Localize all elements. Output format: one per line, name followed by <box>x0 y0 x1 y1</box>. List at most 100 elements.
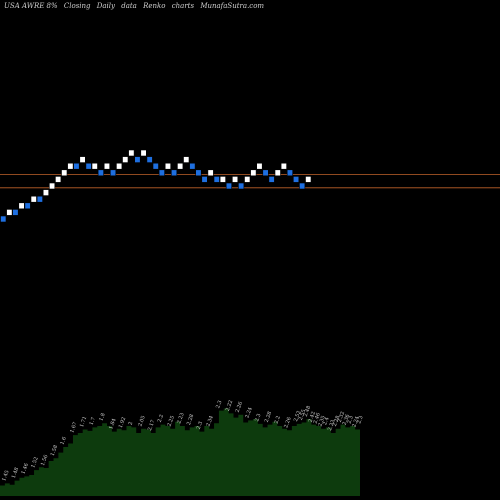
volume-label: 2.23 <box>176 412 185 425</box>
renko-bricks <box>0 149 312 223</box>
renko-brick <box>292 176 300 183</box>
renko-brick <box>280 162 287 170</box>
renko-brick <box>116 162 123 170</box>
renko-brick <box>6 209 13 216</box>
volume-label: 2.3 <box>196 421 204 431</box>
renko-brick <box>164 162 171 170</box>
renko-brick <box>158 169 165 177</box>
volume-label: 2.33 <box>327 419 336 432</box>
volume-label: 1.45 <box>1 470 10 483</box>
volume-label: 2.34 <box>205 415 214 428</box>
renko-brick <box>256 162 263 170</box>
volume-label: 1.67 <box>69 421 78 434</box>
header-chart-kind: Renko <box>143 2 166 10</box>
renko-brick <box>18 202 25 210</box>
renko-brick <box>225 182 232 190</box>
renko-brick <box>219 176 226 183</box>
renko-brick <box>146 156 153 163</box>
volume-panel: 1.45 1.48 1.461.52 1.561.581.61.67 1.71 1.7 1.… <box>0 400 365 496</box>
volume-label: 2.3 <box>254 413 262 423</box>
renko-brick <box>134 156 141 163</box>
volume-label: 2.2 <box>274 415 282 425</box>
renko-brick <box>91 162 98 170</box>
renko-brick <box>24 202 31 210</box>
volume-label: 1.56 <box>40 454 49 467</box>
renko-brick <box>97 169 104 177</box>
renko-brick <box>12 209 19 216</box>
renko-brick <box>213 176 220 183</box>
volume-label: 2.2 <box>157 414 165 424</box>
header-charts-word: charts <box>171 2 195 10</box>
renko-brick <box>232 176 239 183</box>
header-frequency: Daily <box>96 2 115 10</box>
renko-brick <box>268 176 275 183</box>
volume-label: 2.26 <box>283 416 292 429</box>
volume-label: 2.35 <box>317 415 326 428</box>
renko-brick <box>79 156 86 163</box>
renko-brick <box>110 169 117 177</box>
renko-brick <box>262 169 269 177</box>
renko-brick <box>189 162 196 170</box>
renko-brick <box>250 169 257 177</box>
renko-brick <box>67 162 74 170</box>
renko-brick <box>299 182 306 190</box>
renko-brick <box>207 169 214 177</box>
renko-brick <box>103 162 110 170</box>
renko-brick <box>42 189 50 196</box>
renko-brick <box>140 149 147 157</box>
renko-brick <box>36 195 43 203</box>
renko-brick <box>152 162 159 170</box>
renko-brick <box>61 169 68 177</box>
volume-label: 2.25 <box>167 415 176 428</box>
volume-label: 2.28 <box>186 414 195 427</box>
volume-label: 2.32 <box>337 411 346 424</box>
renko-brick <box>128 149 135 157</box>
volume-label: 2.36 <box>342 414 351 427</box>
volume-label: 2.28 <box>332 415 341 428</box>
volume-label: 1.92 <box>118 416 127 429</box>
volume-label: 2.28 <box>264 411 273 424</box>
reference-lines <box>0 174 500 189</box>
renko-brick <box>238 182 245 190</box>
volume-label: 2.3 <box>215 400 223 410</box>
volume-label: 2.55 <box>298 409 307 422</box>
volume-label: 2 <box>128 421 135 426</box>
volume-label: 2.24 <box>351 416 360 429</box>
volume-label: 2.48 <box>303 405 312 418</box>
volume-label: 2.24 <box>244 407 253 420</box>
volume-label: 1.84 <box>108 418 117 431</box>
volume-label: 2.3 <box>347 415 355 425</box>
volume-label: 1.71 <box>79 416 88 429</box>
volume-label: 2.3 <box>356 415 364 425</box>
renko-brick <box>85 162 92 170</box>
volume-area <box>0 408 360 496</box>
volume-label: 1.48 <box>11 467 20 480</box>
renko-brick <box>171 169 178 177</box>
volume-label: 2.22 <box>225 400 234 413</box>
renko-brick <box>286 169 294 177</box>
header-symbol: USA AWRE 8% <box>4 2 58 10</box>
renko-brick <box>55 176 62 183</box>
volume-label: 2.42 <box>308 411 317 424</box>
volume-label: 2.52 <box>293 410 302 423</box>
renko-brick <box>122 156 129 163</box>
renko-brick <box>48 182 56 190</box>
volume-label: 1.6 <box>59 436 67 446</box>
volume-label: 2.4 <box>322 417 330 427</box>
header-site: MunafaSutra.com <box>200 2 265 10</box>
renko-brick <box>201 176 208 183</box>
volume-label: 2.05 <box>137 415 146 428</box>
renko-brick <box>183 156 190 163</box>
volume-label: 2.46 <box>312 412 321 425</box>
renko-brick <box>195 169 202 177</box>
renko-brick <box>73 162 80 170</box>
header-closing: Closing <box>63 2 91 10</box>
volume-label: 2.17 <box>147 419 156 432</box>
renko-brick <box>177 162 184 170</box>
volume-label: 1.8 <box>98 412 106 422</box>
renko-brick <box>244 176 251 183</box>
header-data-label: data <box>121 2 137 10</box>
volume-label: 1.58 <box>50 444 59 457</box>
volume-label: 1.52 <box>30 456 39 469</box>
